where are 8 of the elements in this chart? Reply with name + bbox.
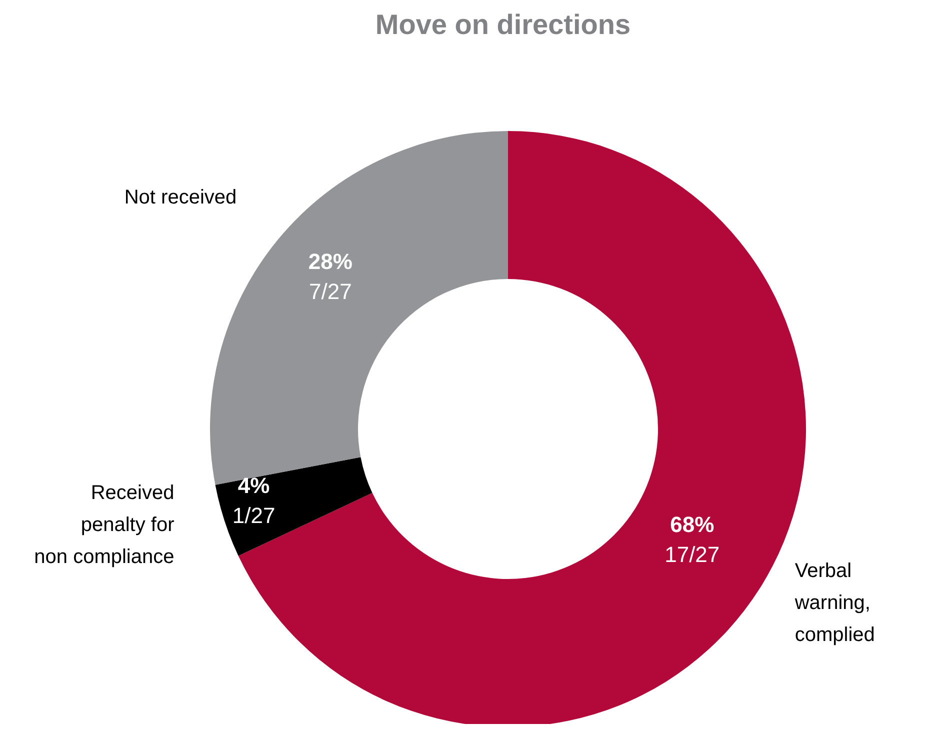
slice-label: Not received	[124, 186, 237, 209]
data-label: 4% 1/27	[232, 472, 276, 528]
slice-label: Received penalty for non compliance	[34, 482, 175, 568]
slice-label: Verbal warning, complied	[794, 560, 875, 646]
donut-slice	[215, 457, 372, 556]
chart-title: Move on directions	[374, 8, 632, 42]
data-label: 68% 17/27	[664, 512, 720, 568]
data-label: 28% 7/27	[308, 249, 352, 304]
